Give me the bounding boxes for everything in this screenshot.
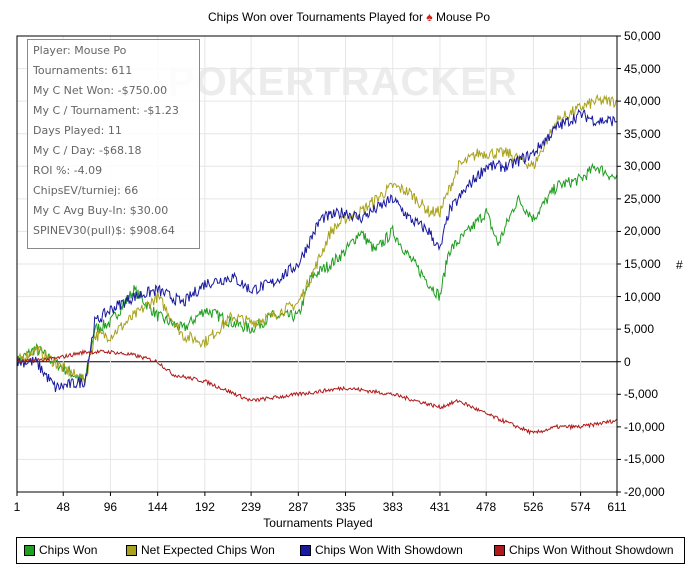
y-tick-label: 5,000 [624, 322, 655, 337]
title-text: Chips Won over Tournaments Played for [207, 10, 423, 24]
y-tick-label: 10,000 [624, 289, 661, 304]
stat-line: SPINEV30(pull)$: $908.64 [33, 224, 175, 237]
series-line-chips-won [16, 162, 618, 383]
series-line-net-expected-chips-won [16, 93, 618, 386]
stats-box: Player: Mouse Po Tournaments: 611 My C Net… [27, 39, 200, 249]
x-tick-label: 611 [607, 500, 627, 514]
x-tick-label: 239 [241, 500, 262, 514]
x-tick-label: 48 [56, 500, 70, 514]
y-tick-label: -10,000 [624, 419, 665, 434]
x-tick-label: 574 [570, 500, 591, 514]
series-line-chips-won-with-showdown [16, 108, 618, 393]
x-tick-label: 1 [13, 500, 21, 514]
y-axis-label: # [676, 258, 683, 272]
y-tick-label: 40,000 [624, 94, 661, 109]
stat-line: Days Played: 11 [33, 124, 122, 137]
stat-line: ChipsEV/turniej: 66 [33, 184, 139, 197]
legend-swatch [24, 544, 35, 556]
stat-line: Player: Mouse Po [33, 44, 127, 57]
legend-label: Chips Won [39, 543, 98, 557]
y-tick-label: 20,000 [624, 224, 661, 239]
x-tick-label: 478 [476, 500, 497, 514]
series-line-chips-won-without-showdown [16, 349, 618, 436]
legend-swatch [300, 544, 311, 556]
stat-line: My C / Tournament: -$1.23 [33, 104, 179, 117]
spade-icon: ♠ [426, 10, 433, 24]
pokertracker-watermark: POKERTRACKER [168, 60, 518, 104]
legend-item[interactable]: Chips Won With Showdown [300, 543, 463, 557]
y-tick-label: 15,000 [624, 257, 661, 271]
x-tick-label: 526 [523, 500, 544, 514]
stat-line: My C Net Won: -$750.00 [33, 84, 168, 97]
y-tick-label: 0 [624, 354, 631, 369]
y-tick-label: 50,000 [624, 29, 661, 43]
x-tick-label: 383 [382, 500, 403, 514]
stat-line: ROI %: -4.09 [33, 164, 103, 177]
x-tick-label: 431 [429, 500, 450, 514]
x-tick-label: 287 [288, 500, 309, 514]
x-tick-label: 335 [335, 500, 356, 514]
y-tick-label: -20,000 [624, 485, 665, 499]
chart-title: Chips Won over Tournaments Played for ♠ … [0, 10, 698, 24]
legend: Chips Won Net Expected Chips Won Chips Won… [16, 537, 685, 564]
legend-item[interactable]: Chips Won [24, 543, 97, 557]
legend-label: Net Expected Chips Won [141, 543, 275, 557]
y-tick-label: 30,000 [624, 159, 661, 174]
x-tick-label: 144 [147, 500, 168, 514]
x-tick-label: 96 [103, 500, 118, 514]
y-tick-label: 35,000 [624, 126, 661, 141]
stat-line: Tournaments: 611 [33, 64, 133, 77]
stat-line: My C / Day: -$68.18 [33, 144, 142, 157]
x-axis-label: Tournaments Played [263, 516, 373, 530]
x-tick-label: 192 [194, 500, 215, 514]
legend-swatch [126, 544, 137, 556]
legend-item[interactable]: Net Expected Chips Won [126, 543, 275, 557]
y-tick-label: -5,000 [624, 387, 659, 402]
legend-label: Chips Won Without Showdown [509, 543, 674, 557]
legend-swatch [494, 544, 505, 556]
y-tick-label: -15,000 [624, 452, 665, 467]
legend-item[interactable]: Chips Won Without Showdown [494, 543, 674, 557]
legend-label: Chips Won With Showdown [315, 543, 463, 557]
title-player: Mouse Po [436, 10, 491, 24]
y-tick-label: 45,000 [624, 61, 661, 76]
stat-line: My C Avg Buy-In: $30.00 [33, 204, 169, 217]
y-tick-label: 25,000 [624, 191, 661, 206]
